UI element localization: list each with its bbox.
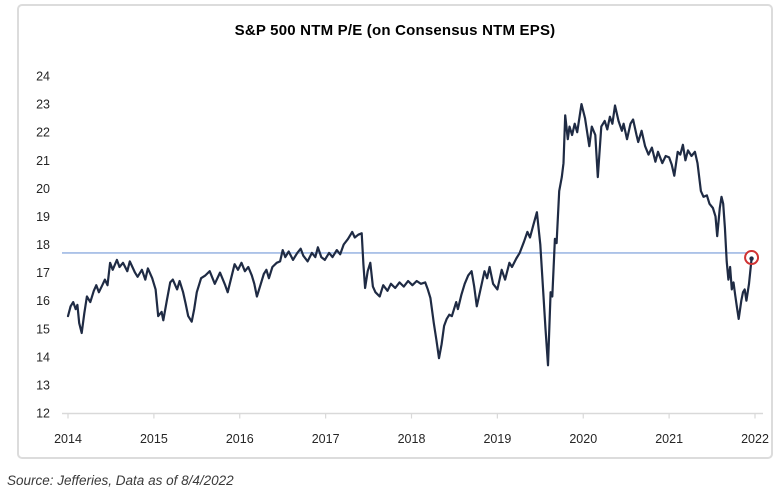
pe-line	[66, 102, 753, 367]
x-tick-label: 2015	[140, 432, 168, 446]
y-tick-label: 14	[36, 350, 50, 364]
x-tick-label: 2021	[655, 432, 683, 446]
y-tick-label: 17	[36, 266, 50, 280]
x-tick-label: 2019	[483, 432, 511, 446]
y-tick-label: 23	[36, 98, 50, 112]
y-tick-label: 15	[36, 322, 50, 336]
y-tick-label: 16	[36, 294, 50, 308]
highlight-circle	[744, 250, 760, 266]
x-tick-label: 2016	[226, 432, 254, 446]
y-tick-label: 24	[36, 70, 50, 84]
chart-border-box	[17, 4, 773, 459]
source-note: Source: Jefferies, Data as of 8/4/2022	[7, 473, 234, 488]
y-tick-label: 22	[36, 126, 50, 140]
y-tick-label: 19	[36, 210, 50, 224]
x-tick-label: 2017	[312, 432, 340, 446]
x-tick-label: 2020	[569, 432, 597, 446]
last-point-marker	[749, 256, 754, 261]
x-tick-label: 2018	[398, 432, 426, 446]
y-tick-label: 12	[36, 407, 50, 421]
y-tick-label: 13	[36, 378, 50, 392]
chart-title: S&P 500 NTM P/E (on Consensus NTM EPS)	[234, 22, 556, 39]
y-tick-label: 21	[36, 154, 50, 168]
x-tick-label: 2014	[54, 432, 82, 446]
x-tick-label: 2022	[741, 432, 769, 446]
y-tick-label: 18	[36, 238, 50, 252]
y-tick-label: 20	[36, 182, 50, 196]
